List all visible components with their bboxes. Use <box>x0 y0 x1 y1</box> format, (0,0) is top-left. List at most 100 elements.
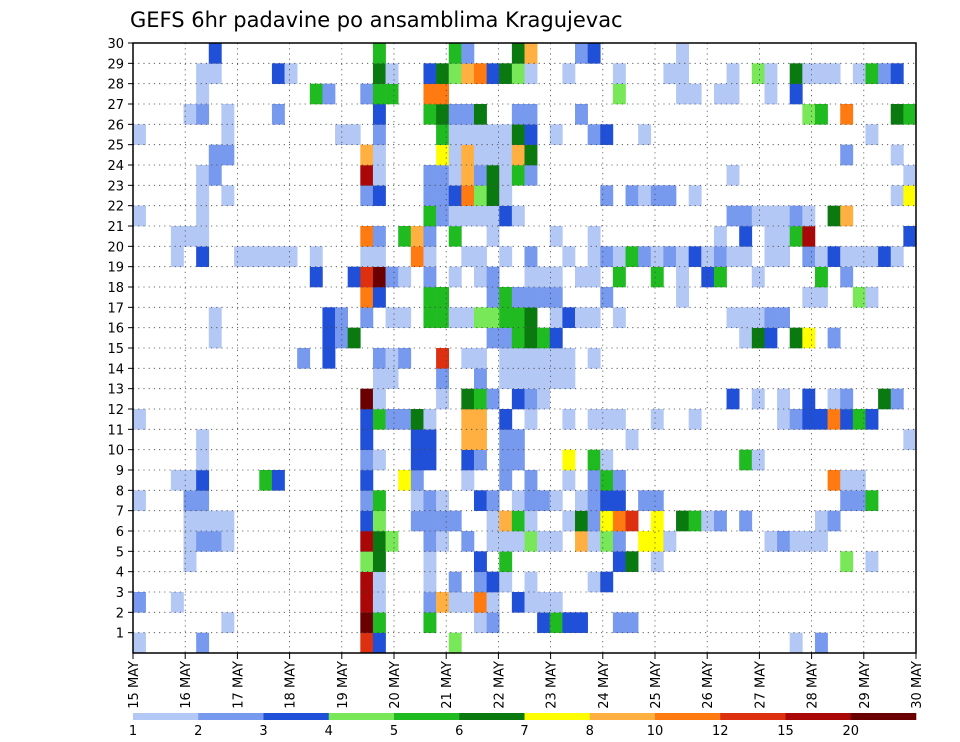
heatmap-cell <box>814 246 828 267</box>
heatmap-cell <box>562 307 576 328</box>
heatmap-cell <box>196 165 210 186</box>
heatmap-cell <box>840 205 854 227</box>
heatmap-cell <box>499 327 513 349</box>
heatmap-cell <box>650 490 664 511</box>
heatmap-cell <box>372 226 386 247</box>
heatmap-cell <box>499 510 513 532</box>
heatmap-cell <box>183 226 197 247</box>
heatmap-cell <box>372 612 386 633</box>
heatmap-cell <box>196 449 210 471</box>
heatmap-cell <box>802 104 816 125</box>
heatmap-cell <box>524 287 538 308</box>
heatmap-cell <box>208 43 222 64</box>
y-tick-label: 18 <box>107 281 124 296</box>
heatmap-cell <box>436 165 450 186</box>
heatmap-cell <box>372 531 386 552</box>
heatmap-cell <box>600 185 614 206</box>
heatmap-cell <box>436 348 450 369</box>
heatmap-cell <box>751 327 765 349</box>
heatmap-cell <box>612 83 626 105</box>
heatmap-cell <box>638 246 652 267</box>
heatmap-cell <box>461 531 475 552</box>
heatmap-cell <box>814 63 828 84</box>
colorbar-label: 7 <box>520 724 528 739</box>
colorbar-swatch <box>589 713 656 720</box>
x-tick-label: 20 MAY <box>388 661 403 709</box>
heatmap-cell <box>764 83 778 105</box>
heatmap-cell <box>208 165 222 186</box>
heatmap-cell <box>878 63 892 84</box>
heatmap-cell <box>764 531 778 552</box>
heatmap-cell <box>221 104 235 125</box>
heatmap-cell <box>196 104 210 125</box>
x-tick-label: 29 MAY <box>858 661 873 709</box>
colorbar-swatch <box>394 713 460 720</box>
heatmap-cell <box>726 307 740 328</box>
heatmap-cell <box>600 571 614 593</box>
heatmap-cell <box>372 592 386 613</box>
heatmap-cell <box>385 409 399 430</box>
heatmap-cell <box>612 470 626 491</box>
heatmap-cell <box>739 510 753 532</box>
heatmap-cell <box>814 409 828 430</box>
heatmap-cell <box>511 43 525 64</box>
heatmap-cell <box>852 490 866 511</box>
cells-layer <box>133 43 917 654</box>
heatmap-cell <box>208 327 222 349</box>
heatmap-cell <box>473 165 487 186</box>
heatmap-cell <box>221 144 235 166</box>
heatmap-cell <box>221 531 235 552</box>
heatmap-cell <box>852 409 866 430</box>
x-tick-label: 24 MAY <box>597 661 612 709</box>
heatmap-cell <box>347 266 361 288</box>
heatmap-cell <box>461 246 475 267</box>
heatmap-cell <box>562 612 576 633</box>
y-tick-label: 4 <box>116 566 124 581</box>
y-tick-label: 9 <box>116 464 124 479</box>
y-tick-label: 21 <box>107 220 124 235</box>
heatmap-cell <box>524 368 538 389</box>
heatmap-cell <box>789 63 803 84</box>
heatmap-cell <box>196 632 210 654</box>
heatmap-cell <box>663 531 677 552</box>
heatmap-cell <box>335 307 348 328</box>
heatmap-cell <box>423 165 437 186</box>
heatmap-cell <box>789 327 803 349</box>
heatmap-cell <box>372 409 386 430</box>
heatmap-cell <box>587 348 601 369</box>
heatmap-cell <box>549 226 563 247</box>
x-tick-label: 27 MAY <box>753 661 768 709</box>
heatmap-cell <box>612 246 626 267</box>
heatmap-cell <box>587 571 601 593</box>
heatmap-cell <box>461 124 475 145</box>
heatmap-cell <box>777 246 791 267</box>
heatmap-cell <box>473 612 487 633</box>
colorbar-label: 3 <box>259 724 267 739</box>
y-tick-label: 7 <box>116 505 124 520</box>
heatmap-cell <box>423 409 437 430</box>
heatmap-cell <box>587 43 601 64</box>
heatmap-cell <box>751 205 765 227</box>
heatmap-cell <box>360 226 374 247</box>
heatmap-cell <box>335 327 348 349</box>
heatmap-cell <box>676 246 689 267</box>
heatmap-cell <box>461 165 475 186</box>
heatmap-cell <box>423 246 437 267</box>
heatmap-cell <box>789 531 803 552</box>
heatmap-cell <box>625 429 639 450</box>
heatmap-cell <box>360 612 374 633</box>
heatmap-cell <box>423 449 437 471</box>
heatmap-cell <box>511 368 525 389</box>
heatmap-cell <box>410 226 424 247</box>
heatmap-cell <box>461 449 475 471</box>
heatmap-cell <box>486 124 500 145</box>
heatmap-cell <box>537 388 551 410</box>
heatmap-cell <box>650 510 664 532</box>
heatmap-cell <box>827 63 841 84</box>
heatmap-cell <box>183 104 197 125</box>
heatmap-cell <box>549 490 563 511</box>
heatmap-cell <box>436 368 450 389</box>
heatmap-cell <box>587 490 601 511</box>
heatmap-cell <box>309 246 323 267</box>
heatmap-cell <box>777 226 791 247</box>
